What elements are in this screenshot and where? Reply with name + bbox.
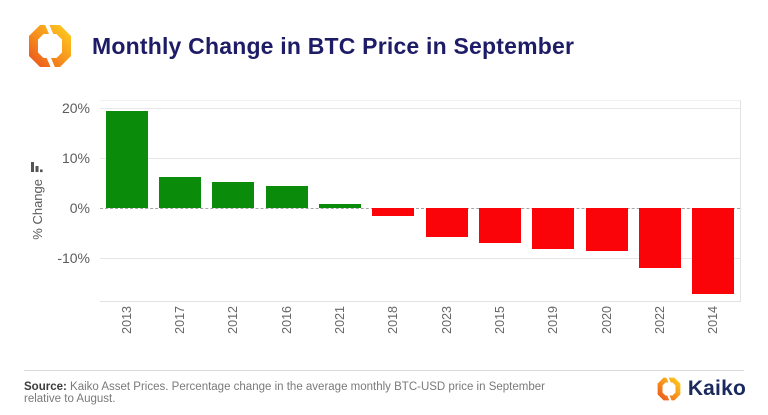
bar-2014 (692, 208, 735, 294)
bar-2016 (265, 185, 308, 208)
x-tick-text: 2023 (439, 306, 454, 334)
y-tick-label: 20% (61, 100, 90, 116)
bar-2015 (479, 208, 521, 243)
x-tick-label-2022: 2022 (638, 306, 682, 334)
x-tick-label-2015: 2015 (478, 306, 522, 334)
x-tick-label-2017: 2017 (158, 306, 202, 334)
header: Monthly Change in BTC Price in September (26, 22, 574, 70)
bar-2012 (212, 181, 255, 208)
x-tick-text: 2016 (279, 306, 294, 334)
x-tick-label-2012: 2012 (211, 306, 255, 334)
footer-brand: Kaiko (656, 376, 746, 402)
x-tick-label-2019: 2019 (531, 306, 575, 334)
y-axis-title: % Change (26, 100, 48, 300)
gridline--10% (100, 258, 740, 259)
x-tick-label-2018: 2018 (371, 306, 415, 334)
y-tick-label: -10% (57, 250, 90, 266)
x-tick-text: 2012 (226, 306, 241, 334)
bar-2017 (159, 177, 201, 208)
x-tick-text: 2017 (173, 306, 187, 334)
bar-2018 (372, 208, 415, 216)
bar-2021 (319, 204, 361, 208)
x-tick-text: 2013 (119, 306, 134, 334)
bar-2020 (585, 208, 628, 251)
x-tick-label-2020: 2020 (585, 306, 629, 334)
y-tick-label: 0% (69, 200, 90, 216)
x-tick-label-2013: 2013 (105, 306, 149, 334)
x-tick-text: 2018 (386, 306, 401, 334)
source-note: Source: Kaiko Asset Prices. Percentage c… (24, 381, 584, 405)
bar-2013 (105, 111, 148, 208)
x-tick-text: 2021 (333, 306, 347, 334)
x-tick-text: 2014 (706, 306, 721, 334)
footer-divider (24, 370, 744, 371)
kaiko-logo-icon-small (657, 376, 681, 402)
x-tick-text: 2022 (653, 306, 667, 334)
x-tick-label-2023: 2023 (425, 306, 469, 334)
zero-line (100, 208, 740, 209)
x-tick-label-2014: 2014 (691, 306, 735, 334)
bar-2022 (639, 208, 681, 268)
x-tick-label-2016: 2016 (265, 306, 309, 334)
source-text: Kaiko Asset Prices. Percentage change in… (24, 381, 545, 405)
bar-2019 (532, 208, 575, 249)
x-tick-text: 2019 (546, 306, 561, 334)
page-title: Monthly Change in BTC Price in September (92, 32, 575, 59)
plot-area: 20% 10% 0% -10% 2013 2017 2012 2016 2021 2018 2023… (57, 100, 741, 334)
source-label: Source: (24, 381, 67, 393)
gridline-10% (100, 158, 740, 159)
x-tick-label-2021: 2021 (318, 306, 362, 334)
kaiko-logo-icon (29, 22, 71, 70)
brand-wordmark: Kaiko (687, 377, 746, 400)
y-tick-label: 10% (61, 150, 90, 166)
bar-2023 (425, 208, 468, 237)
gridline-20% (100, 108, 740, 109)
bar-chart-icon (31, 161, 43, 172)
x-tick-text: 2020 (599, 306, 614, 334)
x-tick-text: 2015 (493, 306, 507, 334)
